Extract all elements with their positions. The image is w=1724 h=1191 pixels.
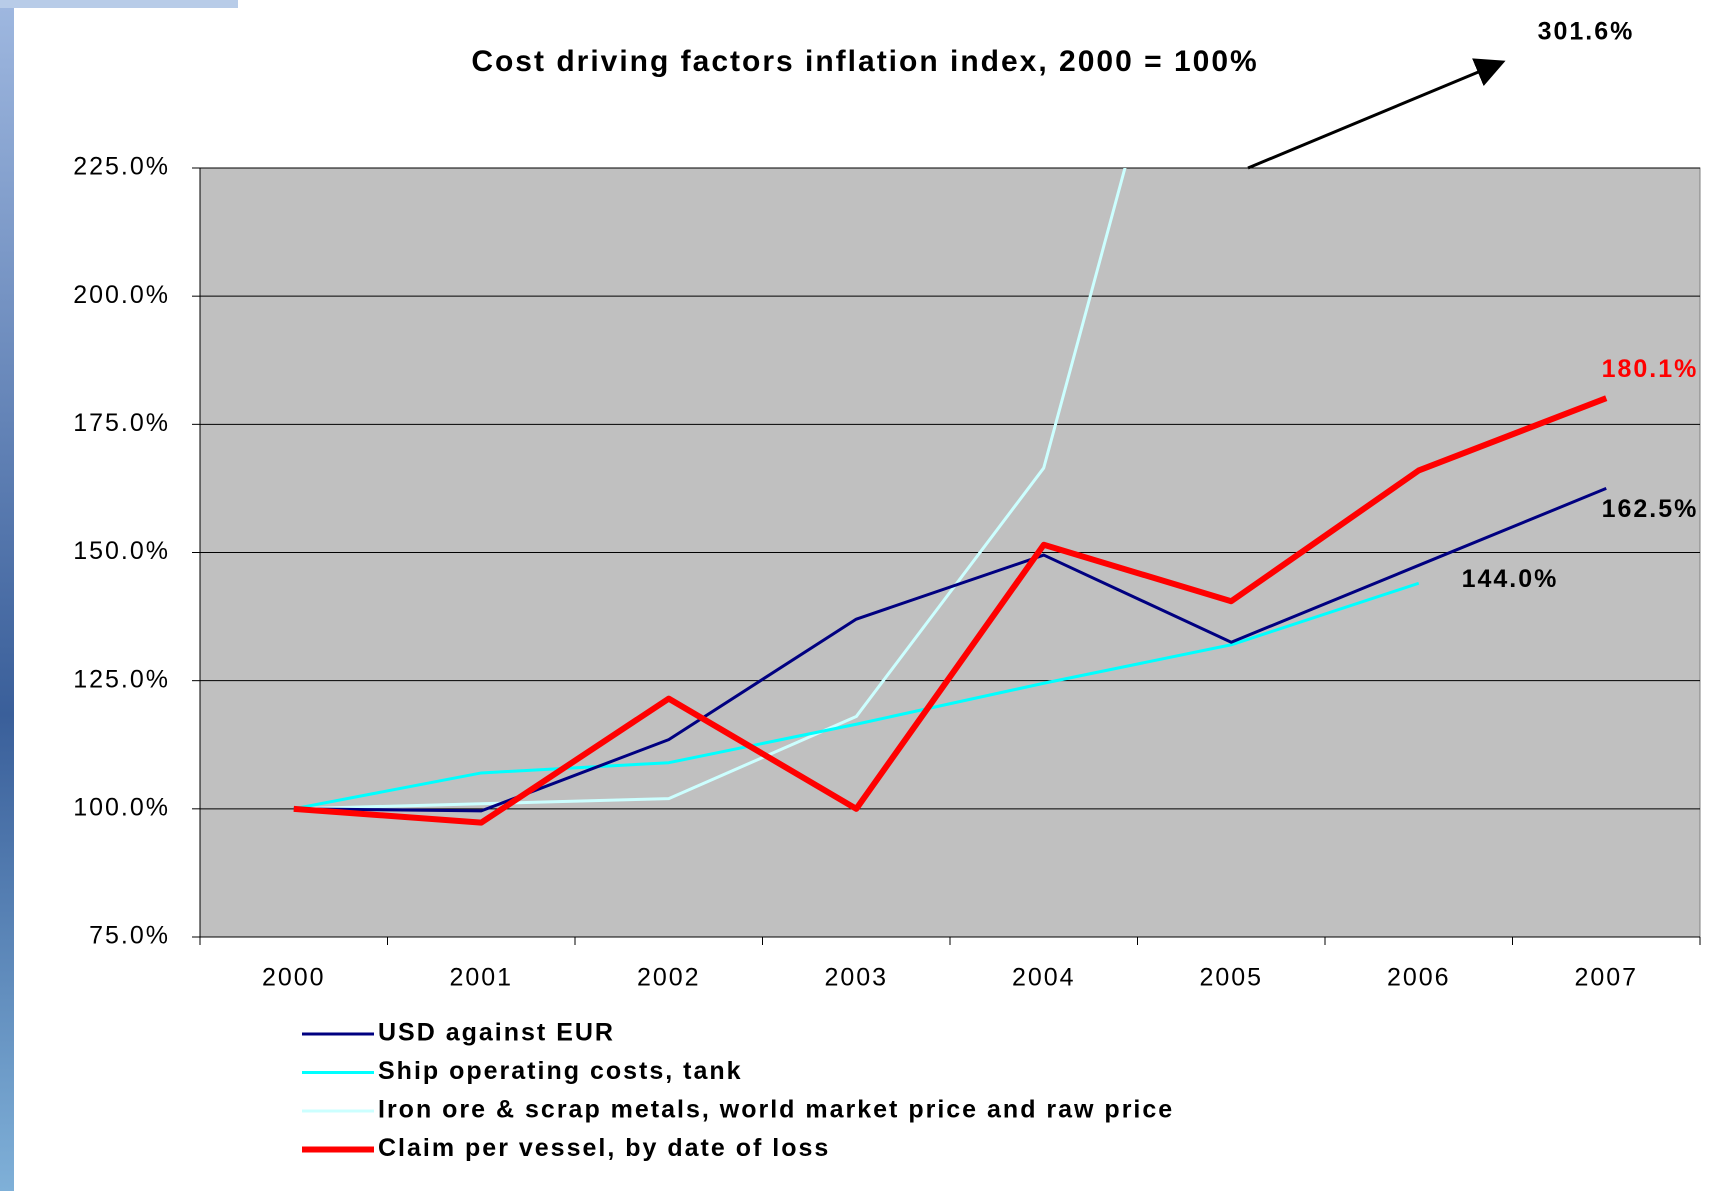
background-edge (0, 0, 238, 8)
data-label: 301.6% (1538, 18, 1635, 46)
x-tick-label: 2005 (1199, 964, 1263, 992)
x-tick-label: 2006 (1387, 964, 1451, 992)
y-tick-label: 225.0% (73, 153, 170, 181)
chart-title: Cost driving factors inflation index, 20… (471, 45, 1258, 78)
y-tick-label: 200.0% (73, 281, 170, 309)
background-edge (0, 0, 14, 1191)
data-label: 180.1% (1602, 355, 1699, 383)
y-tick-label: 150.0% (73, 537, 170, 565)
x-tick-label: 2004 (1012, 964, 1076, 992)
y-tick-label: 175.0% (73, 409, 170, 437)
legend-label: USD against EUR (378, 1019, 615, 1047)
x-tick-label: 2001 (449, 964, 513, 992)
series-line (293, 395, 1608, 826)
y-tick-label: 100.0% (73, 793, 170, 821)
y-tick-label: 125.0% (73, 665, 170, 693)
x-tick-label: 2003 (824, 964, 888, 992)
legend-label: Ship operating costs, tank (378, 1057, 743, 1085)
x-tick-label: 2000 (262, 964, 326, 992)
x-tick-label: 2002 (637, 964, 701, 992)
x-tick-label: 2007 (1574, 964, 1638, 992)
plot-lines (293, 168, 1608, 826)
series-line (293, 581, 1420, 811)
data-label: 162.5% (1602, 495, 1699, 523)
series-line (293, 168, 1127, 811)
y-tick-label: 75.0% (89, 922, 170, 950)
data-label: 144.0% (1462, 565, 1559, 593)
annotation-arrow (1247, 58, 1506, 170)
legend-label: Iron ore & scrap metals, world market pr… (378, 1096, 1174, 1124)
legend-label: Claim per vessel, by date of loss (378, 1134, 830, 1162)
